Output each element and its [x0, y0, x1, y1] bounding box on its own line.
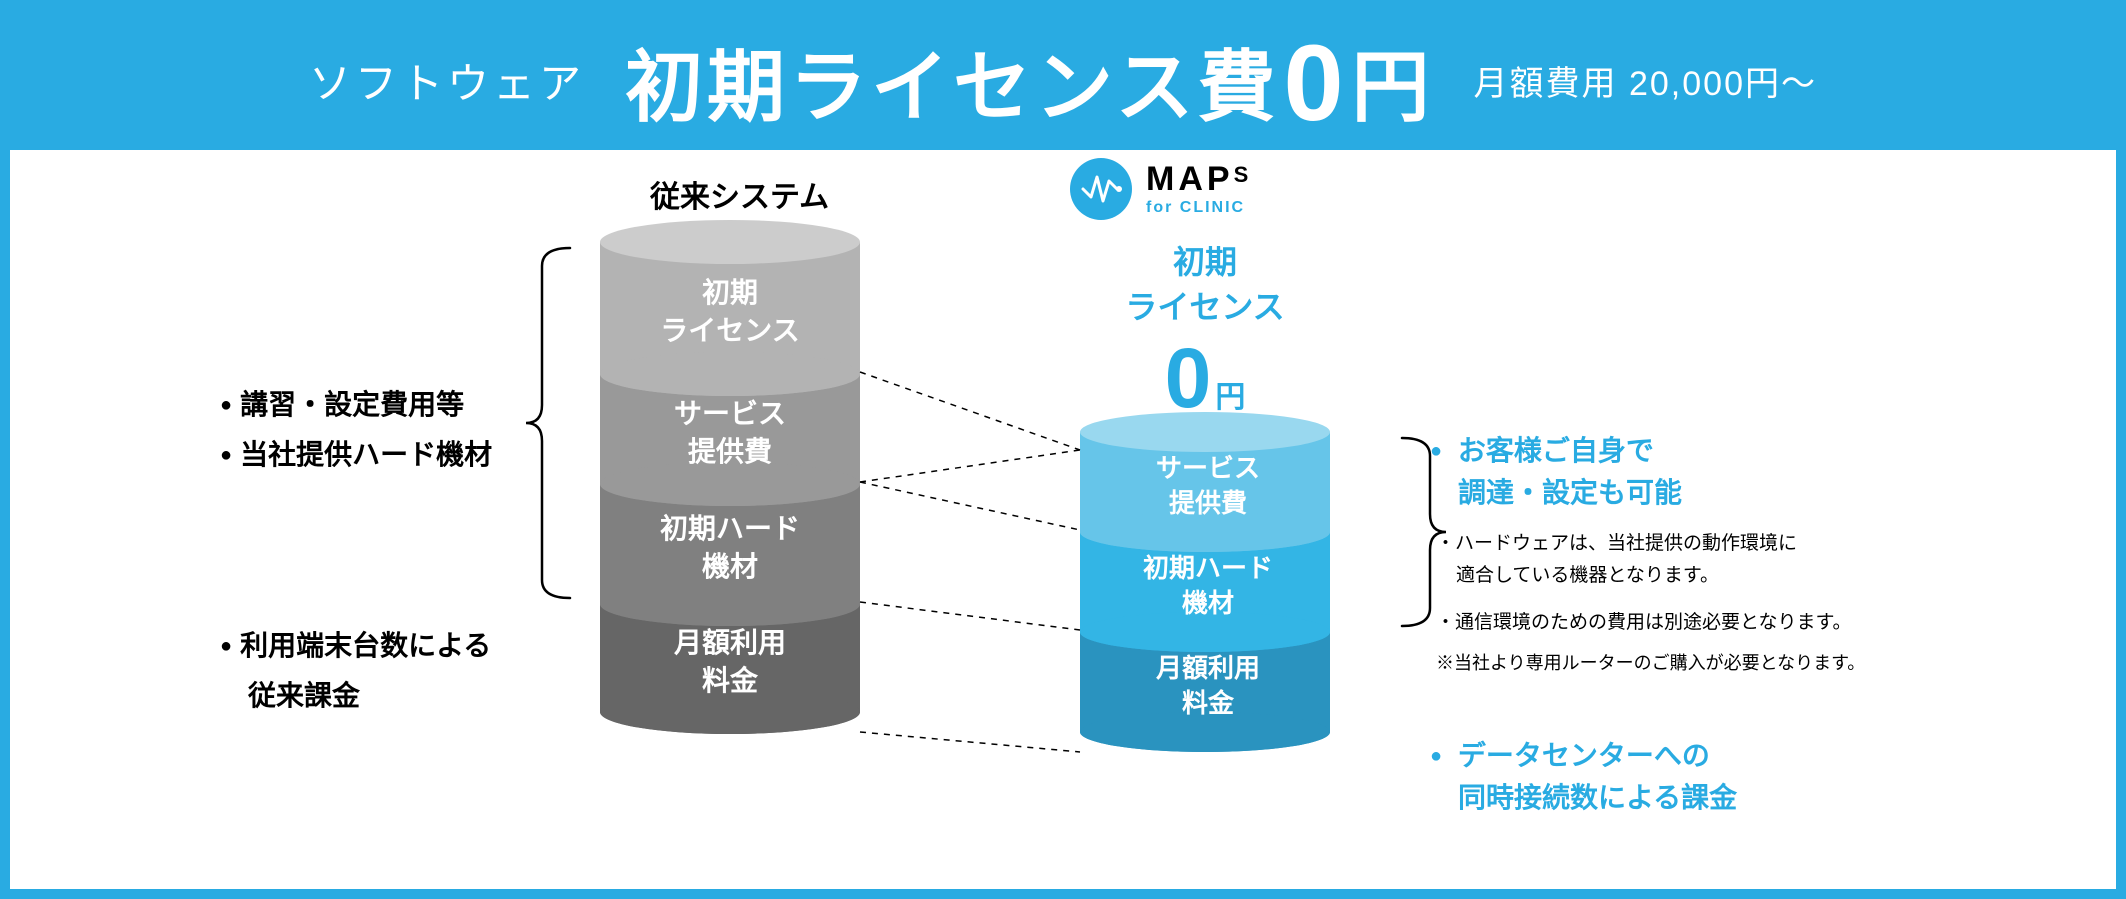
header-main: 初期ライセンス費 0 円: [625, 23, 1434, 137]
header-main-text: 初期ライセンス費: [625, 25, 1279, 137]
infographic-frame: ソフトウェア 初期ライセンス費 0 円 月額費用 20,000円～ 従来システム…: [0, 0, 2126, 899]
header-zero: 0: [1283, 29, 1347, 137]
diagram-svg: [10, 150, 2116, 879]
header-prefix: ソフトウェア: [309, 50, 585, 111]
header-yen: 円: [1352, 25, 1434, 137]
cylinder-segment-label: 月額利用料金: [1078, 651, 1338, 721]
cylinder-segment-label: サービス提供費: [600, 395, 860, 471]
diagram-body: 従来システム MAPS for CLINIC 初期 ライセンス 0: [10, 150, 2116, 879]
cylinder-segment-label: 月額利用料金: [600, 624, 860, 700]
cylinder-segment-label: 初期ハード機材: [1078, 551, 1338, 621]
cylinder-segment-label: 初期ライセンス: [600, 274, 860, 350]
cylinder-segment-label: サービス提供費: [1078, 451, 1338, 521]
header-suffix: 月額費用 20,000円～: [1474, 56, 1817, 105]
header-banner: ソフトウェア 初期ライセンス費 0 円 月額費用 20,000円～: [10, 10, 2116, 150]
cylinder-segment-label: 初期ハード機材: [600, 510, 860, 586]
